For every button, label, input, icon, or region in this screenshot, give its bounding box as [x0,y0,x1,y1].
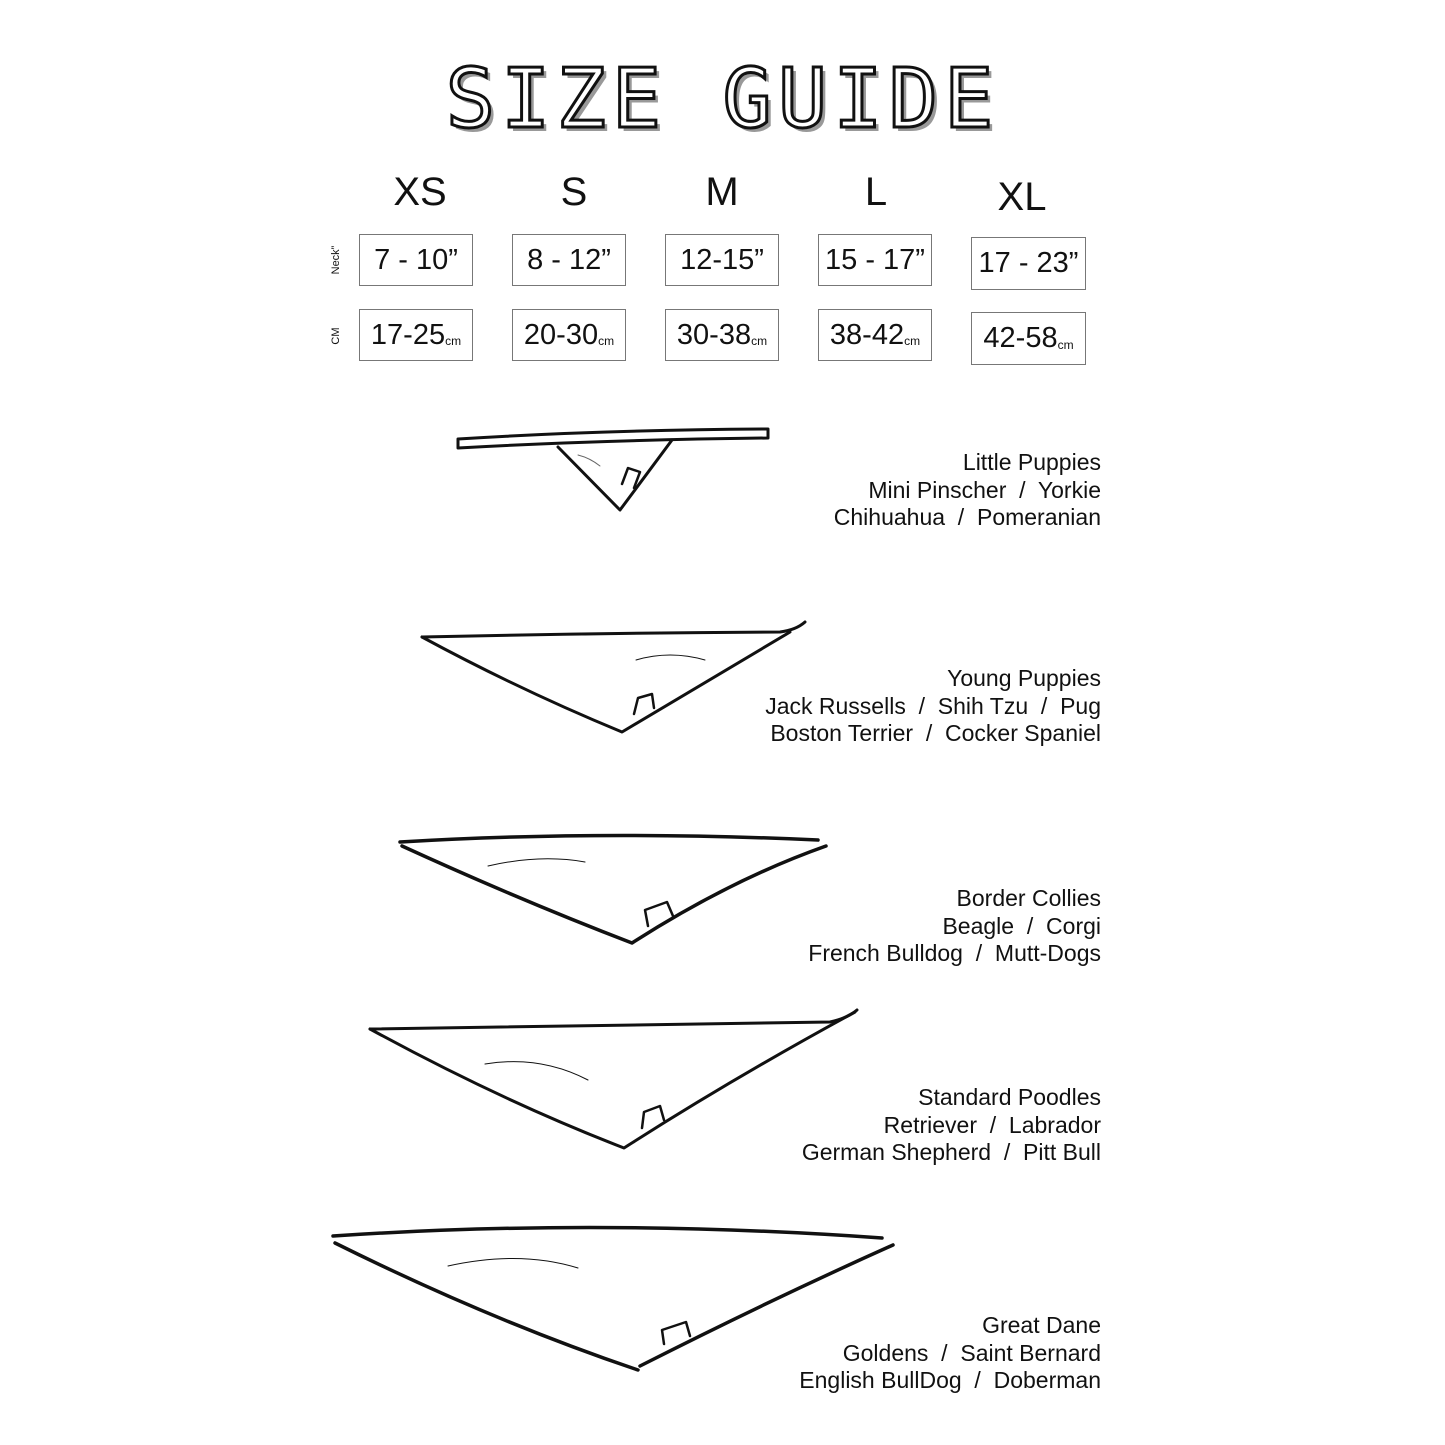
breed-line: Boston Terrier / Cocker Spaniel [770,720,1101,746]
size-l-label: L [864,170,888,214]
breed-line: German Shepherd / Pitt Bull [801,1139,1101,1165]
neck-inches-l: 15 - 17” [818,234,932,286]
bandana-m-icon [398,833,828,945]
cm-unit: cm [445,334,462,348]
breed-line: French Bulldog / Mutt-Dogs [808,940,1101,966]
page-title: SIZE GUIDE [444,51,1000,149]
bandana-xs-icon [456,427,770,512]
cm-unit: cm [1057,338,1074,352]
breed-line: Jack Russells / Shih Tzu / Pug [765,692,1101,719]
breed-line: Standard Poodles [918,1084,1101,1110]
breed-line: Border Collies [956,885,1101,911]
breed-line: Goldens / Saint Bernard [842,1339,1101,1366]
breeds-m: Border Collies Beagle / Corgi French Bul… [808,885,1101,968]
neck-inches-xl: 17 - 23” [971,237,1086,290]
breed-line: Beagle / Corgi [942,912,1101,939]
size-xl-label: XL [997,175,1047,219]
cm-unit: cm [904,334,921,348]
breed-line: Great Dane [982,1312,1101,1338]
breed-line: Mini Pinscher / Yorkie [868,476,1101,503]
cm-value: 20-30 [523,318,599,351]
size-m-label: M [705,170,739,214]
neck-inches-m: 12-15” [665,234,779,286]
bandana-s-icon [420,620,807,734]
neck-cm-xl: 42-58 cm [971,312,1086,365]
breed-line: Little Puppies [962,449,1101,475]
neck-cm-l: 38-42 cm [818,309,932,361]
breeds-xs: Little Puppies Mini Pinscher / Yorkie Ch… [834,449,1101,532]
neck-cm-xs: 17-25 cm [359,309,473,361]
bandana-l-icon [368,1008,859,1150]
neck-inches-xs: 7 - 10” [359,234,473,286]
breed-line: Chihuahua / Pomeranian [833,504,1101,530]
cm-value: 38-42 [829,318,905,351]
bandana-xl-icon [331,1225,895,1372]
cm-value: 42-58 [983,322,1058,354]
neck-cm-s: 20-30 cm [512,309,626,361]
breeds-s: Young Puppies Jack Russells / Shih Tzu /… [765,665,1101,748]
breeds-xl: Great Dane Goldens / Saint Bernard Engli… [799,1312,1101,1395]
size-xs-label: XS [393,170,447,214]
cm-value: 30-38 [676,318,752,351]
neck-cm-m: 30-38 cm [665,309,779,361]
cm-value: 17-25 [370,318,446,351]
cm-unit: cm [751,334,768,348]
breed-line: Retriever / Labrador [883,1111,1101,1138]
neck-inches-s: 8 - 12” [512,234,626,286]
breed-line: Young Puppies [947,665,1101,691]
breeds-l: Standard Poodles Retriever / Labrador Ge… [802,1084,1101,1167]
size-s-label: S [560,170,588,214]
breed-line: English BullDog / Doberman [799,1367,1101,1393]
cm-unit: cm [598,334,615,348]
